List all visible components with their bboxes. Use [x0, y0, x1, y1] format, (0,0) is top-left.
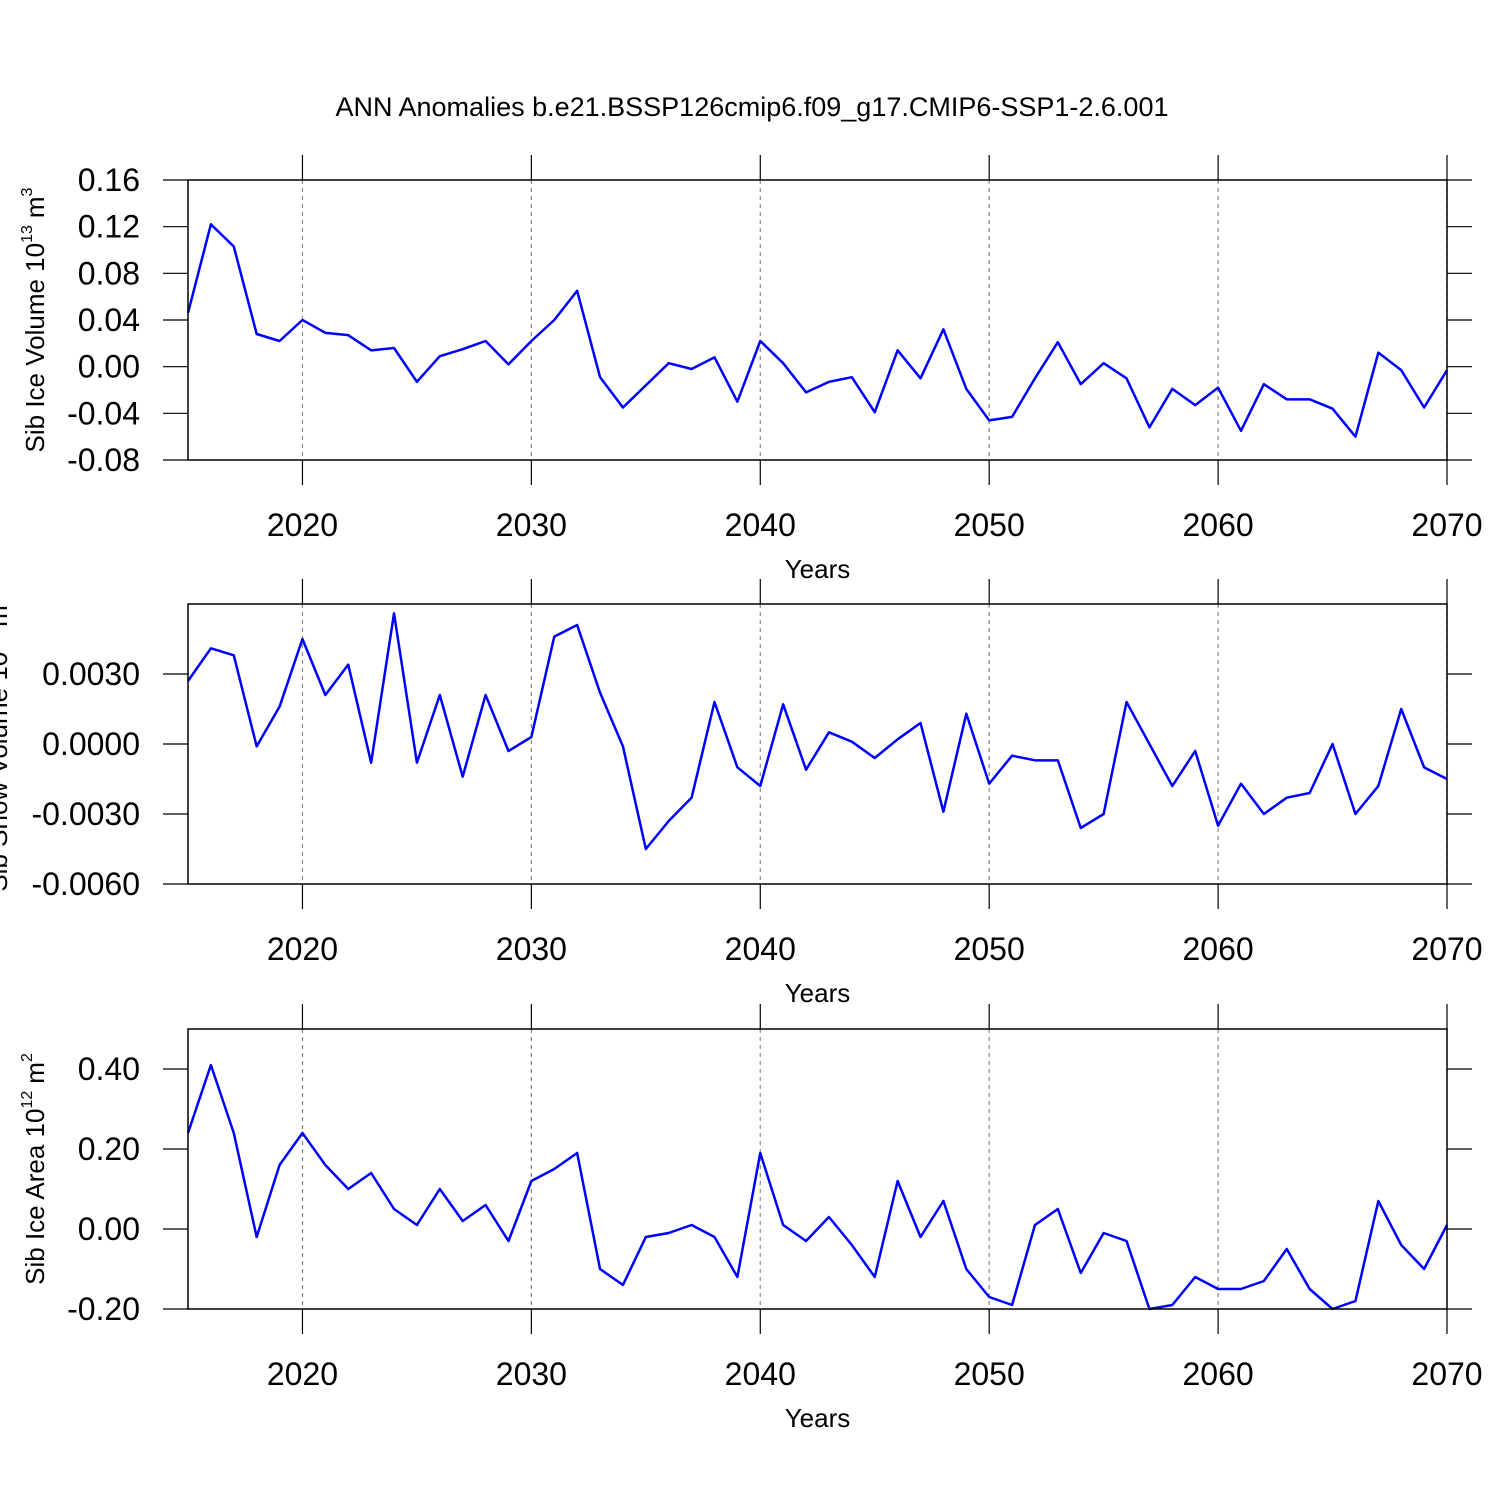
y-axis-label-text: m [20, 1062, 50, 1084]
y-axis-label-text: Sib Ice Area 10 [20, 1109, 50, 1285]
y-tick-label: -0.04 [67, 395, 140, 431]
y-tick-label: -0.0030 [31, 796, 140, 832]
y-axis-label: Sib Ice Volume 1013 m3 [19, 187, 50, 452]
y-axis-label-exponent: 3 [19, 187, 36, 196]
x-tick-label: 2030 [496, 1356, 567, 1392]
x-tick-label: 2070 [1411, 931, 1482, 967]
y-axis-label-text: Sib Snow Volume 10 [0, 652, 13, 892]
x-tick-label: 2030 [496, 931, 567, 967]
y-tick-label: 0.0000 [42, 726, 140, 762]
data-line [186, 223, 1449, 438]
x-tick-label: 2040 [725, 507, 796, 543]
x-tick-label: 2060 [1182, 507, 1253, 543]
x-tick-label: 2020 [267, 507, 338, 543]
x-axis-label: Years [785, 554, 851, 584]
y-tick-label: 0.12 [78, 209, 140, 245]
y-tick-label: 0.04 [78, 302, 140, 338]
y-axis-label-text: m [0, 605, 13, 627]
y-tick-label: -0.0060 [31, 866, 140, 902]
chart-title: ANN Anomalies b.e21.BSSP126cmip6.f09_g17… [336, 92, 1169, 122]
y-tick-label: 0.16 [78, 162, 140, 198]
x-tick-label: 2060 [1182, 1356, 1253, 1392]
data-line [186, 1063, 1449, 1311]
y-axis-label-exponent: 2 [19, 1053, 36, 1062]
x-tick-label: 2050 [954, 507, 1025, 543]
plot-frame [187, 1028, 1448, 1310]
y-axis-label-text: m [20, 196, 50, 218]
y-tick-label: 0.00 [78, 349, 140, 385]
plot-frame [187, 179, 1448, 461]
x-tick-label: 2030 [496, 507, 567, 543]
y-axis-label-exponent: 13 [19, 225, 36, 243]
x-axis-label: Years [785, 1403, 851, 1433]
y-axis-label: Sib Snow Volume 1013m3 [0, 596, 13, 891]
x-tick-label: 2040 [725, 1356, 796, 1392]
x-tick-label: 2020 [267, 931, 338, 967]
y-tick-label: 0.0030 [42, 656, 140, 692]
y-axis-label-text: Sib Ice Volume 10 [20, 243, 50, 453]
x-tick-label: 2050 [954, 931, 1025, 967]
y-tick-label: 0.40 [78, 1051, 140, 1087]
x-tick-label: 2040 [725, 931, 796, 967]
data-line [186, 612, 1448, 851]
y-tick-label: 0.08 [78, 255, 140, 291]
y-tick-label: -0.20 [67, 1291, 140, 1327]
x-tick-label: 2050 [954, 1356, 1025, 1392]
y-tick-label: 0.20 [78, 1131, 140, 1167]
y-tick-label: 0.00 [78, 1211, 140, 1247]
x-tick-label: 2070 [1411, 1356, 1482, 1392]
x-tick-label: 2070 [1411, 507, 1482, 543]
x-tick-label: 2020 [267, 1356, 338, 1392]
x-axis-label: Years [785, 978, 851, 1008]
x-tick-label: 2060 [1182, 931, 1253, 967]
y-axis-label: Sib Ice Area 1012 m2 [19, 1053, 50, 1285]
plot-frame [187, 603, 1448, 885]
y-tick-label: -0.08 [67, 442, 140, 478]
y-axis-label-exponent: 12 [19, 1091, 36, 1109]
